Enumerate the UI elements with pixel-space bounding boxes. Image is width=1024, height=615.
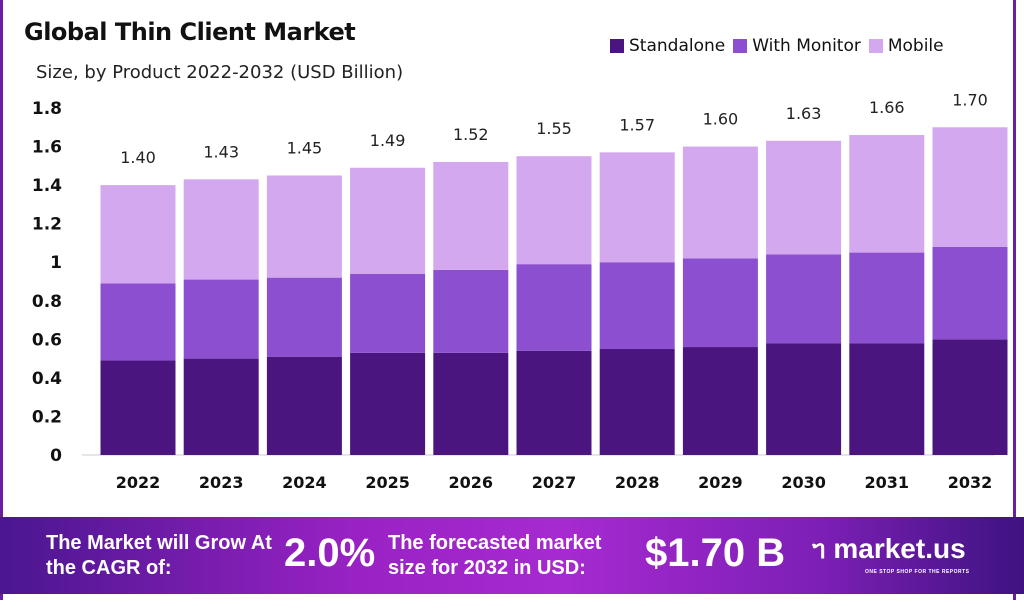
total-label: 1.55: [536, 119, 572, 138]
legend-item-mobile: Mobile: [868, 36, 944, 56]
bar-segment-standalone: [433, 352, 509, 455]
y-tick-label: 1.8: [32, 99, 62, 119]
bar-segment-mobile: [849, 134, 925, 253]
bar-segment-mobile: [350, 167, 426, 274]
legend-swatch: [610, 39, 624, 53]
total-label: 1.49: [370, 131, 406, 150]
bar-chart: 0 0.2 0.4 0.6 0.8 1 1.2 1.4 1.6 1.8 1.40 2022 1.43 20…: [32, 90, 1008, 492]
cagr-value: 2.0%: [284, 531, 376, 575]
x-tick-label: 2025: [365, 473, 410, 492]
bar-segment-standalone: [849, 343, 925, 455]
bar-segment-mobile: [599, 152, 675, 263]
forecast-value: $1.70 B: [645, 531, 786, 575]
x-tick-label: 2031: [865, 473, 910, 492]
logo-mark-icon: ᥐ: [812, 534, 826, 564]
x-tick-label: 2028: [615, 473, 660, 492]
total-label: 1.52: [453, 125, 489, 144]
legend-label: With Monitor: [752, 36, 861, 56]
bar-segment-standalone: [599, 348, 675, 455]
bar-segment-mobile: [433, 161, 509, 270]
bar-segment-with-monitor: [766, 254, 842, 344]
bar-segment-standalone: [350, 352, 426, 455]
total-label: 1.45: [287, 138, 323, 157]
y-tick-label: 0.6: [32, 330, 62, 350]
legend-item-with-monitor: With Monitor: [733, 36, 861, 56]
x-tick-label: 2026: [449, 473, 494, 492]
bar-segment-with-monitor: [266, 277, 342, 357]
total-label: 1.60: [703, 110, 739, 129]
y-tick-label: 0.8: [32, 292, 62, 312]
x-tick-label: 2024: [282, 473, 327, 492]
y-tick-label: 1.2: [32, 215, 62, 235]
bar-segment-with-monitor: [350, 273, 426, 353]
bar-segment-mobile: [682, 146, 758, 259]
total-label: 1.66: [869, 98, 905, 117]
bar-segment-with-monitor: [599, 262, 675, 349]
bar-segment-with-monitor: [516, 264, 592, 351]
bar-segment-standalone: [266, 356, 342, 455]
bar-segment-mobile: [516, 156, 592, 265]
chart-frame: [0, 0, 1016, 600]
bar-segment-with-monitor: [932, 246, 1008, 340]
bar-segment-mobile: [266, 175, 342, 278]
x-tick-label: 2030: [781, 473, 826, 492]
x-tick-label: 2027: [532, 473, 577, 492]
forecast-label: The forecasted market size for 2032 in U…: [388, 532, 602, 579]
chart-title: Global Thin Client Market: [24, 18, 356, 46]
legend-swatch: [868, 39, 883, 53]
logo-tagline: ONE STOP SHOP FOR THE REPORTS: [865, 569, 970, 575]
x-tick-label: 2022: [116, 473, 161, 492]
chart-subtitle: Size, by Product 2022-2032 (USD Billion): [36, 62, 404, 83]
y-tick-label: 0: [50, 446, 62, 466]
total-label: 1.40: [120, 148, 156, 167]
bar-segment-standalone: [183, 358, 259, 455]
legend-label: Standalone: [629, 36, 726, 56]
total-label: 1.63: [786, 104, 822, 123]
bar-segment-mobile: [183, 179, 259, 280]
x-tick-label: 2032: [948, 473, 993, 492]
legend-item-standalone: Standalone: [610, 36, 725, 56]
total-label: 1.70: [952, 90, 988, 109]
bar-segment-standalone: [516, 350, 592, 455]
bar-segment-with-monitor: [183, 279, 259, 359]
total-label: 1.57: [619, 115, 655, 134]
bar-segment-mobile: [100, 185, 176, 284]
market-us-logo: ᥐ market.us: [812, 533, 966, 566]
bar-segment-with-monitor: [100, 283, 176, 361]
footer-banner: The Market will Grow At the CAGR of: 2.0…: [0, 517, 1024, 594]
logo-text: market.us: [833, 533, 966, 564]
bar-segment-mobile: [766, 140, 842, 255]
total-label: 1.43: [203, 142, 239, 161]
y-tick-label: 1: [50, 253, 62, 273]
bar-segment-standalone: [100, 360, 176, 455]
legend: Standalone With Monitor Mobile: [610, 36, 944, 56]
x-tick-label: 2029: [698, 473, 743, 492]
cagr-label: The Market will Grow At the CAGR of:: [46, 532, 272, 579]
y-tick-label: 0.4: [32, 369, 62, 389]
y-tick-label: 1.6: [32, 138, 62, 158]
bar-segment-standalone: [932, 339, 1008, 455]
legend-swatch: [733, 39, 748, 53]
bar-segment-standalone: [682, 347, 758, 455]
bar-segment-with-monitor: [433, 269, 509, 353]
legend-label: Mobile: [887, 36, 944, 56]
y-tick-label: 0.2: [32, 407, 62, 427]
y-tick-label: 1.4: [32, 176, 62, 196]
bar-segment-with-monitor: [849, 252, 925, 344]
bar-segment-standalone: [766, 343, 842, 455]
bar-segment-mobile: [932, 127, 1008, 247]
x-tick-label: 2023: [199, 473, 244, 492]
bar-segment-with-monitor: [682, 258, 758, 348]
